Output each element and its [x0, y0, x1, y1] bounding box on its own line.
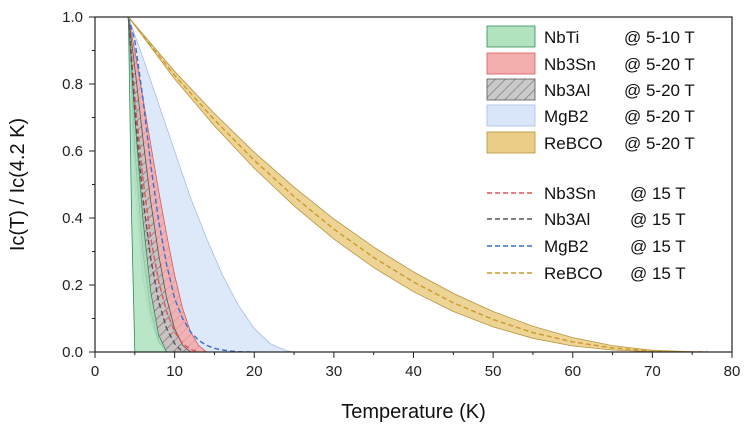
x-tick-label: 50: [485, 363, 502, 380]
line-mgb2-15t: [127, 17, 255, 352]
axes: 0 10 20 30 40 50 60 70 80 0.0 0.2 0.4 0.6 0.8 1.0: [62, 9, 740, 380]
y-tick-label: 0.2: [62, 277, 83, 294]
x-axis-title: Temperature (K): [341, 401, 486, 423]
legend-label: ReBCO: [544, 264, 603, 283]
legend-label: NbTi: [544, 28, 579, 47]
x-tick-label: 30: [326, 363, 343, 380]
x-tick-label: 40: [405, 363, 422, 380]
legend-condition: @ 5-20 T: [624, 107, 695, 126]
legend-label: Nb3Al: [544, 210, 590, 229]
legend-condition: @ 15 T: [630, 237, 686, 256]
legend-condition: @ 15 T: [630, 264, 686, 283]
x-tick-label: 20: [246, 363, 263, 380]
legend-swatch-nbti: [486, 25, 536, 48]
band-areas: [128, 17, 717, 352]
y-tick-label: 0.6: [62, 143, 83, 160]
legend-label: Nb3Sn: [544, 55, 596, 74]
legend-condition: @ 15 T: [630, 184, 686, 203]
x-tick-label: 80: [724, 363, 741, 380]
y-tick-label: 0.8: [62, 76, 83, 93]
y-tick-label: 0.4: [62, 210, 83, 227]
legend-swatch-mgb2: [486, 104, 536, 127]
band-rebco: [128, 17, 717, 352]
x-tick-label: 60: [564, 363, 581, 380]
x-tick-label: 10: [166, 363, 183, 380]
legend-swatch-rebco: [486, 131, 536, 154]
line-nb3sn-15t: [127, 17, 199, 352]
line-nb3al-15t: [127, 17, 184, 352]
legend-label: MgB2: [544, 107, 588, 126]
legend-condition: @ 5-20 T: [624, 55, 695, 74]
legend: NbTi @ 5-10 T Nb3Sn @ 5-20 T Nb3Al @ 5-20 T Mg…: [486, 25, 695, 283]
x-tick-label: 0: [91, 363, 99, 380]
legend-swatch-nb3al: [486, 78, 536, 101]
legend-condition: @ 5-20 T: [624, 81, 695, 100]
legend-swatch-nb3sn: [486, 52, 536, 75]
legend-condition: @ 15 T: [630, 210, 686, 229]
band-nbti: [128, 17, 168, 352]
dashed-series: [127, 17, 709, 352]
legend-label: Nb3Al: [544, 81, 590, 100]
legend-condition: @ 5-20 T: [624, 134, 695, 153]
x-tick-label: 70: [644, 363, 661, 380]
line-rebco-15t: [127, 17, 709, 352]
legend-label: MgB2: [544, 237, 588, 256]
y-tick-label: 0.0: [62, 344, 83, 361]
y-axis-title: Ic(T) / Ic(4.2 K): [7, 118, 29, 251]
legend-label: Nb3Sn: [544, 184, 596, 203]
legend-condition: @ 5-10 T: [624, 28, 695, 47]
y-tick-label: 1.0: [62, 9, 83, 26]
legend-label: ReBCO: [544, 134, 603, 153]
